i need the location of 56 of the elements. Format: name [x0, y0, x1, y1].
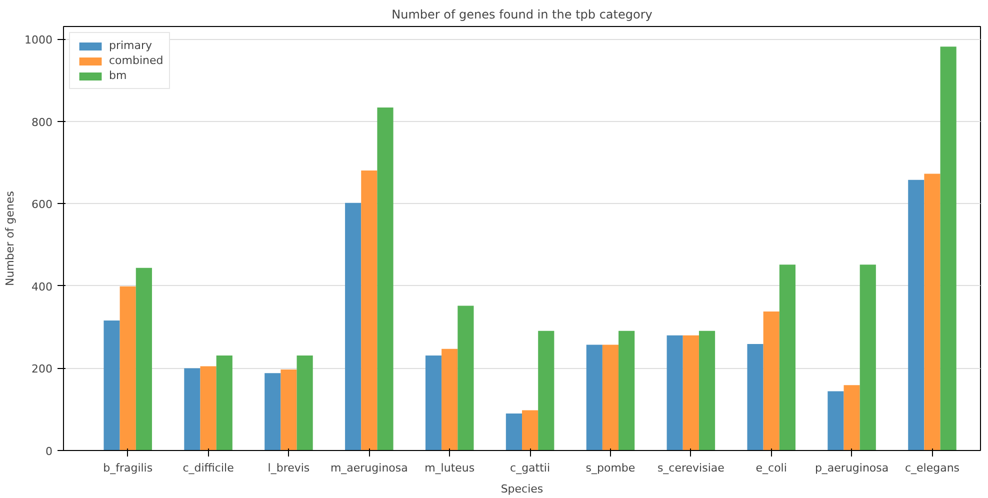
bar — [747, 344, 764, 450]
bar — [136, 268, 152, 450]
x-tick-label: m_luteus — [424, 462, 475, 474]
y-tick-label: 800 — [32, 116, 53, 129]
bar — [216, 356, 232, 450]
bar — [506, 413, 522, 450]
bar — [200, 366, 216, 450]
x-tick-label: c_difficile — [182, 462, 234, 474]
bar — [345, 202, 362, 450]
x-tick-label: l_brevis — [268, 462, 310, 474]
bar — [522, 410, 538, 450]
bar — [828, 391, 844, 450]
bar — [296, 356, 313, 450]
bar — [908, 180, 924, 450]
x-tick-label: c_gattii — [510, 462, 550, 474]
bar — [618, 330, 635, 450]
x-tick-label: e_coli — [756, 462, 787, 474]
bar — [377, 108, 394, 450]
bar — [682, 335, 699, 450]
x-axis-title: Species — [500, 482, 544, 496]
bar — [586, 344, 602, 450]
chart-title: Number of genes found in the tpb category — [392, 8, 652, 22]
bar — [860, 264, 876, 450]
y-tick-label: 200 — [32, 362, 53, 376]
x-tick-label: p_aeruginosa — [814, 462, 889, 474]
bar — [120, 286, 136, 450]
x-tick-label: s_cerevisiae — [657, 462, 725, 474]
x-tick-label: s_pombe — [586, 462, 636, 474]
bar — [458, 306, 474, 450]
legend-label: combined — [109, 54, 164, 67]
bar — [666, 335, 683, 450]
bar — [698, 330, 716, 450]
bar — [940, 46, 956, 450]
bar — [361, 170, 378, 450]
y-tick-label: 0 — [46, 445, 52, 458]
bar — [184, 368, 200, 450]
bar — [104, 320, 120, 450]
y-tick-label: 400 — [32, 280, 53, 294]
bar — [763, 311, 780, 450]
bar — [280, 369, 297, 450]
y-tick-label: 600 — [32, 198, 53, 212]
y-tick-label: 1000 — [24, 34, 53, 47]
bar — [924, 174, 940, 450]
bar — [442, 348, 458, 450]
bar — [538, 330, 554, 450]
bar — [602, 344, 619, 450]
legend-label: bm — [109, 69, 128, 82]
bar — [264, 373, 281, 450]
bar — [844, 385, 860, 450]
x-tick-label: c_elegans — [904, 462, 960, 474]
legend-label: primary — [109, 39, 152, 52]
bar — [779, 264, 796, 450]
bar — [425, 356, 442, 450]
y-axis-title: Number of genes — [4, 190, 17, 286]
x-tick-label: m_aeruginosa — [330, 462, 408, 474]
x-tick-label: b_fragilis — [103, 462, 153, 474]
